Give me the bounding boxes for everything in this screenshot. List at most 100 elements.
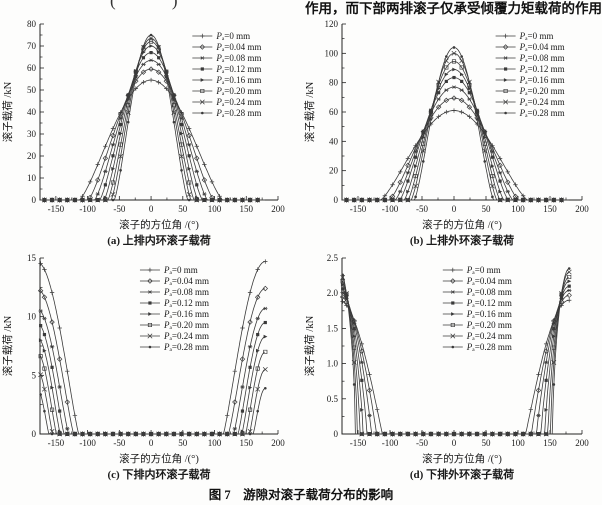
y-tick-label: 10: [27, 173, 37, 183]
series-marker: [255, 267, 260, 272]
x-tick-label: -100: [382, 204, 399, 214]
series-marker: [142, 44, 145, 48]
series-marker: [180, 432, 183, 436]
series-marker: [567, 267, 571, 270]
x-tick-label: -50: [416, 204, 428, 214]
series-marker: [104, 198, 107, 202]
x-tick-label: -150: [350, 438, 367, 448]
legend-label: Pₐ=0.28 mm: [466, 342, 512, 352]
series-marker: [383, 432, 387, 436]
series-marker: [203, 198, 206, 202]
series-marker: [110, 143, 116, 147]
series-marker: [505, 189, 510, 194]
y-tick-label: 20: [27, 151, 37, 161]
series-marker: [497, 171, 503, 175]
x-tick-label: -50: [113, 204, 125, 214]
series-marker: [156, 50, 161, 55]
series-marker: [96, 198, 100, 202]
series-marker: [225, 198, 229, 202]
series-marker: [164, 432, 168, 436]
series-marker: [444, 79, 448, 84]
series-marker: [39, 323, 43, 328]
series-marker: [352, 198, 356, 202]
series-marker: [421, 160, 425, 163]
series-marker: [451, 95, 457, 101]
series-marker: [73, 198, 77, 202]
series-marker: [444, 88, 449, 92]
series-marker: [490, 174, 495, 179]
series-marker: [391, 198, 394, 202]
series-marker: [466, 104, 473, 110]
x-tick-label: -100: [382, 438, 399, 448]
series-marker: [459, 109, 464, 115]
series-marker: [497, 156, 503, 161]
legend-label: Pₐ=0 mm: [519, 31, 554, 41]
series-marker: [360, 432, 364, 436]
series-marker: [149, 432, 153, 436]
series-marker: [382, 193, 388, 198]
chart-b-ylabel: 滚子载荷 /kN: [303, 81, 316, 142]
series-marker: [498, 189, 503, 194]
y-tick-label: 50: [27, 85, 37, 95]
series-marker: [450, 267, 455, 273]
series-marker: [459, 72, 464, 77]
series-line: [39, 336, 265, 435]
series-marker: [340, 290, 345, 295]
series-marker: [536, 372, 541, 377]
series-marker: [43, 409, 46, 413]
series-marker: [88, 432, 92, 436]
x-tick-label: 50: [482, 204, 492, 214]
series-marker: [503, 33, 508, 39]
series-marker: [505, 169, 510, 175]
subplot-b: -150 -100 -50 0 50 100 150 200 0 20 40 60 80 100 120 Pₐ…: [302, 16, 602, 250]
subplot-d: -150 -100 -50 0 50 100 150 200 0 0.5 1.0 1.5 2.0 2.5 P…: [302, 250, 602, 484]
chart-d-caption: (d) 下排外环滚子载荷: [410, 467, 514, 481]
series-marker: [248, 198, 252, 202]
series-marker: [126, 97, 131, 102]
series-marker: [345, 198, 348, 202]
series-marker: [544, 432, 548, 436]
series-marker: [147, 278, 153, 284]
series-marker: [118, 153, 124, 159]
series-marker: [240, 325, 245, 331]
series-marker: [535, 387, 542, 394]
series-marker: [513, 182, 518, 187]
subplot-c: -150 -100 -50 0 50 100 150 200 0 5 10 15 Pₐ=0 mm Pₐ=0…: [0, 250, 298, 484]
series-marker: [490, 155, 494, 159]
series-marker: [50, 385, 55, 390]
series-marker: [375, 432, 379, 436]
y-tick-label: 60: [27, 63, 37, 73]
chart-d-xlabel: 滚子的方位角 /(°): [422, 452, 502, 465]
series-marker: [57, 385, 62, 389]
series-marker: [263, 320, 267, 325]
legend-label: Pₐ=0 mm: [215, 31, 250, 41]
series-marker: [155, 69, 162, 75]
series-marker: [405, 156, 411, 161]
series-marker: [367, 372, 372, 377]
series-marker: [58, 432, 61, 436]
series-marker: [148, 58, 154, 63]
series-marker: [262, 367, 268, 372]
series-marker: [421, 135, 426, 140]
y-tick-label: 40: [329, 136, 339, 146]
series-marker: [397, 179, 403, 185]
x-tick-label: -50: [416, 438, 428, 448]
legend-label: Pₐ=0.12 mm: [163, 298, 209, 308]
series-marker: [111, 432, 115, 436]
series-marker: [111, 198, 115, 202]
series-marker: [452, 67, 457, 72]
x-tick-label: 200: [271, 438, 285, 448]
y-tick-label: 0: [334, 429, 339, 439]
series-marker: [133, 86, 139, 91]
series-line: [341, 276, 569, 435]
series-marker: [398, 189, 403, 194]
series-marker: [413, 183, 419, 189]
series-marker: [149, 39, 154, 44]
series-marker: [134, 432, 138, 436]
series-marker: [240, 385, 245, 389]
series-marker: [544, 378, 548, 382]
series-marker: [451, 312, 455, 316]
